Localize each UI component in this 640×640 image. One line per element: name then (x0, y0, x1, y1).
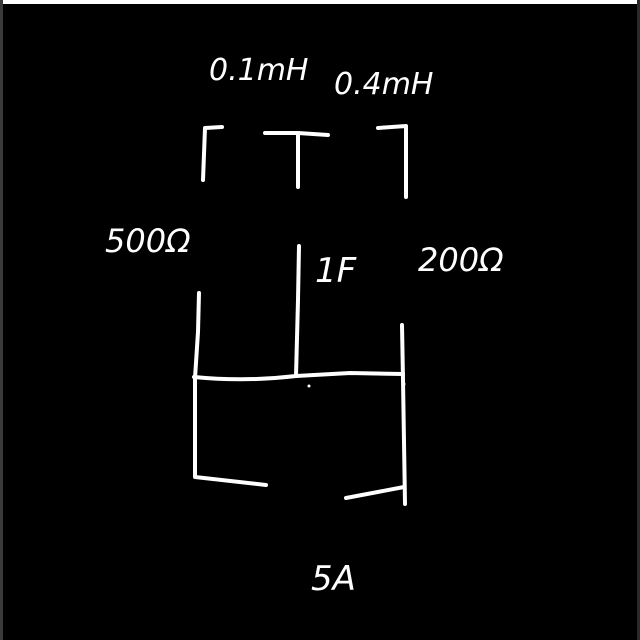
frame-left-edge (0, 0, 3, 640)
label-resistor-right: 200Ω (418, 241, 504, 279)
label-resistor-left: 500Ω (105, 222, 191, 260)
wire-top-left (201, 125, 224, 182)
frame-right-edge (637, 0, 640, 640)
wire-center-lower (294, 244, 301, 378)
label-inductor-left: 0.1mH (209, 53, 309, 88)
wire-right-lower (400, 323, 405, 382)
node-dot (307, 384, 311, 388)
wire-middle-node (192, 371, 405, 382)
label-inductor-right: 0.4mH (334, 67, 434, 102)
wire-top-right (376, 124, 408, 199)
wire-bottom-right (344, 485, 406, 500)
label-capacitor: 1F (315, 251, 357, 291)
frame-top-edge (0, 0, 640, 4)
wire-right-bottom (401, 378, 407, 506)
wire-left-lower (193, 291, 201, 380)
label-current-source: 5A (311, 559, 356, 599)
wire-bottom-left (193, 376, 268, 487)
